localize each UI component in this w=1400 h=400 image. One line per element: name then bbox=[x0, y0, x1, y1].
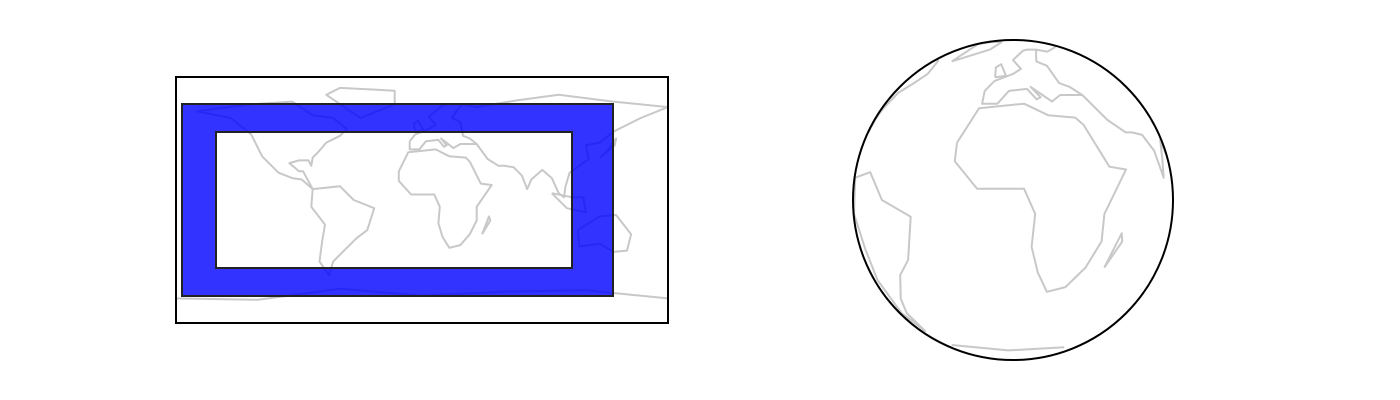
coastline bbox=[953, 102, 1127, 293]
globe-outline bbox=[852, 39, 1174, 361]
coastline bbox=[310, 185, 376, 277]
coastline bbox=[994, 63, 1007, 79]
coastline bbox=[951, 344, 1065, 352]
highlight-region bbox=[181, 103, 614, 297]
coastline bbox=[397, 148, 493, 249]
coastline bbox=[462, 93, 668, 199]
coastline bbox=[1035, 46, 1168, 179]
orthographic-globe bbox=[853, 40, 1173, 360]
map-frame bbox=[175, 76, 669, 324]
coastline bbox=[481, 215, 492, 235]
coastline bbox=[1103, 232, 1124, 269]
coastline bbox=[951, 40, 1003, 63]
coastline bbox=[981, 48, 1084, 105]
coastline bbox=[853, 171, 927, 333]
